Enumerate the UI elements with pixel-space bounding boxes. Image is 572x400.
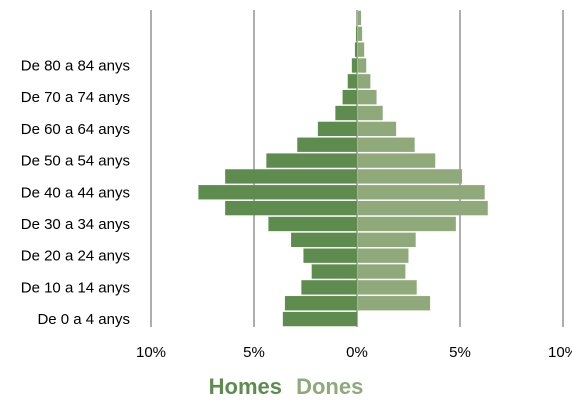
bar-homes-40-44	[198, 185, 357, 200]
y-axis-labels: De 80 a 84 anys De 70 a 74 anys De 60 a 64…	[21, 57, 130, 328]
bar-dones-80-84	[358, 58, 367, 73]
bar-homes-15-19	[311, 264, 357, 279]
bar-homes-30-34	[268, 216, 357, 232]
bar-homes-45-49	[225, 169, 357, 184]
bar-dones-15-19	[358, 264, 406, 279]
bar-dones-65-69	[358, 105, 383, 121]
bar-homes-70-74	[342, 90, 357, 105]
y-tick-label: De 70 a 74 anys	[21, 89, 130, 106]
y-tick-label: De 20 a 24 anys	[21, 248, 130, 265]
y-tick-label: De 40 a 44 anys	[21, 184, 130, 201]
y-tick-label: De 50 a 54 anys	[21, 153, 130, 170]
bar-homes-80-84	[351, 58, 357, 73]
x-axis-labels: 10% 5% 0% 5% 10%	[136, 344, 572, 361]
y-tick-label: De 80 a 84 anys	[21, 57, 130, 74]
gridlines	[150, 10, 564, 327]
bar-dones-20-24	[358, 248, 409, 263]
legend: Homes Dones	[0, 374, 572, 400]
y-tick-label: De 10 a 14 anys	[21, 279, 130, 296]
x-tick-label: 5%	[449, 344, 471, 361]
bar-homes-65-69	[335, 105, 357, 121]
bar-homes-90-94	[355, 26, 357, 41]
bar-dones-55-59	[358, 137, 415, 152]
bar-dones-45-49	[358, 169, 463, 184]
bar-homes-50-54	[266, 153, 357, 168]
bar-dones-40-44	[358, 185, 485, 200]
bars	[198, 10, 488, 327]
bar-homes-75-79	[347, 74, 357, 89]
bar-homes-35-39	[225, 200, 357, 216]
bar-dones-25-29	[358, 232, 416, 247]
bar-homes-60-64	[317, 121, 357, 137]
y-tick-label: De 0 a 4 anys	[37, 311, 130, 328]
bar-homes-10-14	[301, 280, 357, 295]
bar-dones-35-39	[358, 200, 488, 216]
bar-dones-60-64	[358, 121, 397, 137]
legend-dones: Dones	[296, 374, 364, 399]
bar-homes-0-4	[282, 311, 357, 327]
x-tick-label: 5%	[243, 344, 265, 361]
x-tick-label: 10%	[548, 344, 572, 361]
bar-homes-55-59	[297, 137, 357, 152]
y-tick-label: De 30 a 34 anys	[21, 216, 130, 233]
y-tick-label: De 60 a 64 anys	[21, 121, 130, 138]
bar-dones-95+	[358, 10, 362, 26]
bar-dones-75-79	[358, 74, 371, 89]
bar-dones-90-94	[358, 26, 363, 41]
bar-dones-10-14	[358, 280, 417, 295]
x-tick-label: 0%	[346, 344, 368, 361]
bar-homes-20-24	[303, 248, 357, 263]
bar-dones-70-74	[358, 90, 377, 105]
bar-homes-85-89	[354, 42, 357, 57]
x-tick-label: 10%	[136, 344, 166, 361]
bar-dones-5-9	[358, 296, 431, 311]
legend-homes: Homes	[208, 374, 282, 399]
bar-dones-85-89	[358, 42, 365, 57]
bar-dones-30-34	[358, 216, 456, 232]
bar-homes-5-9	[284, 296, 357, 311]
bar-dones-50-54	[358, 153, 436, 168]
bar-homes-25-29	[291, 232, 357, 247]
